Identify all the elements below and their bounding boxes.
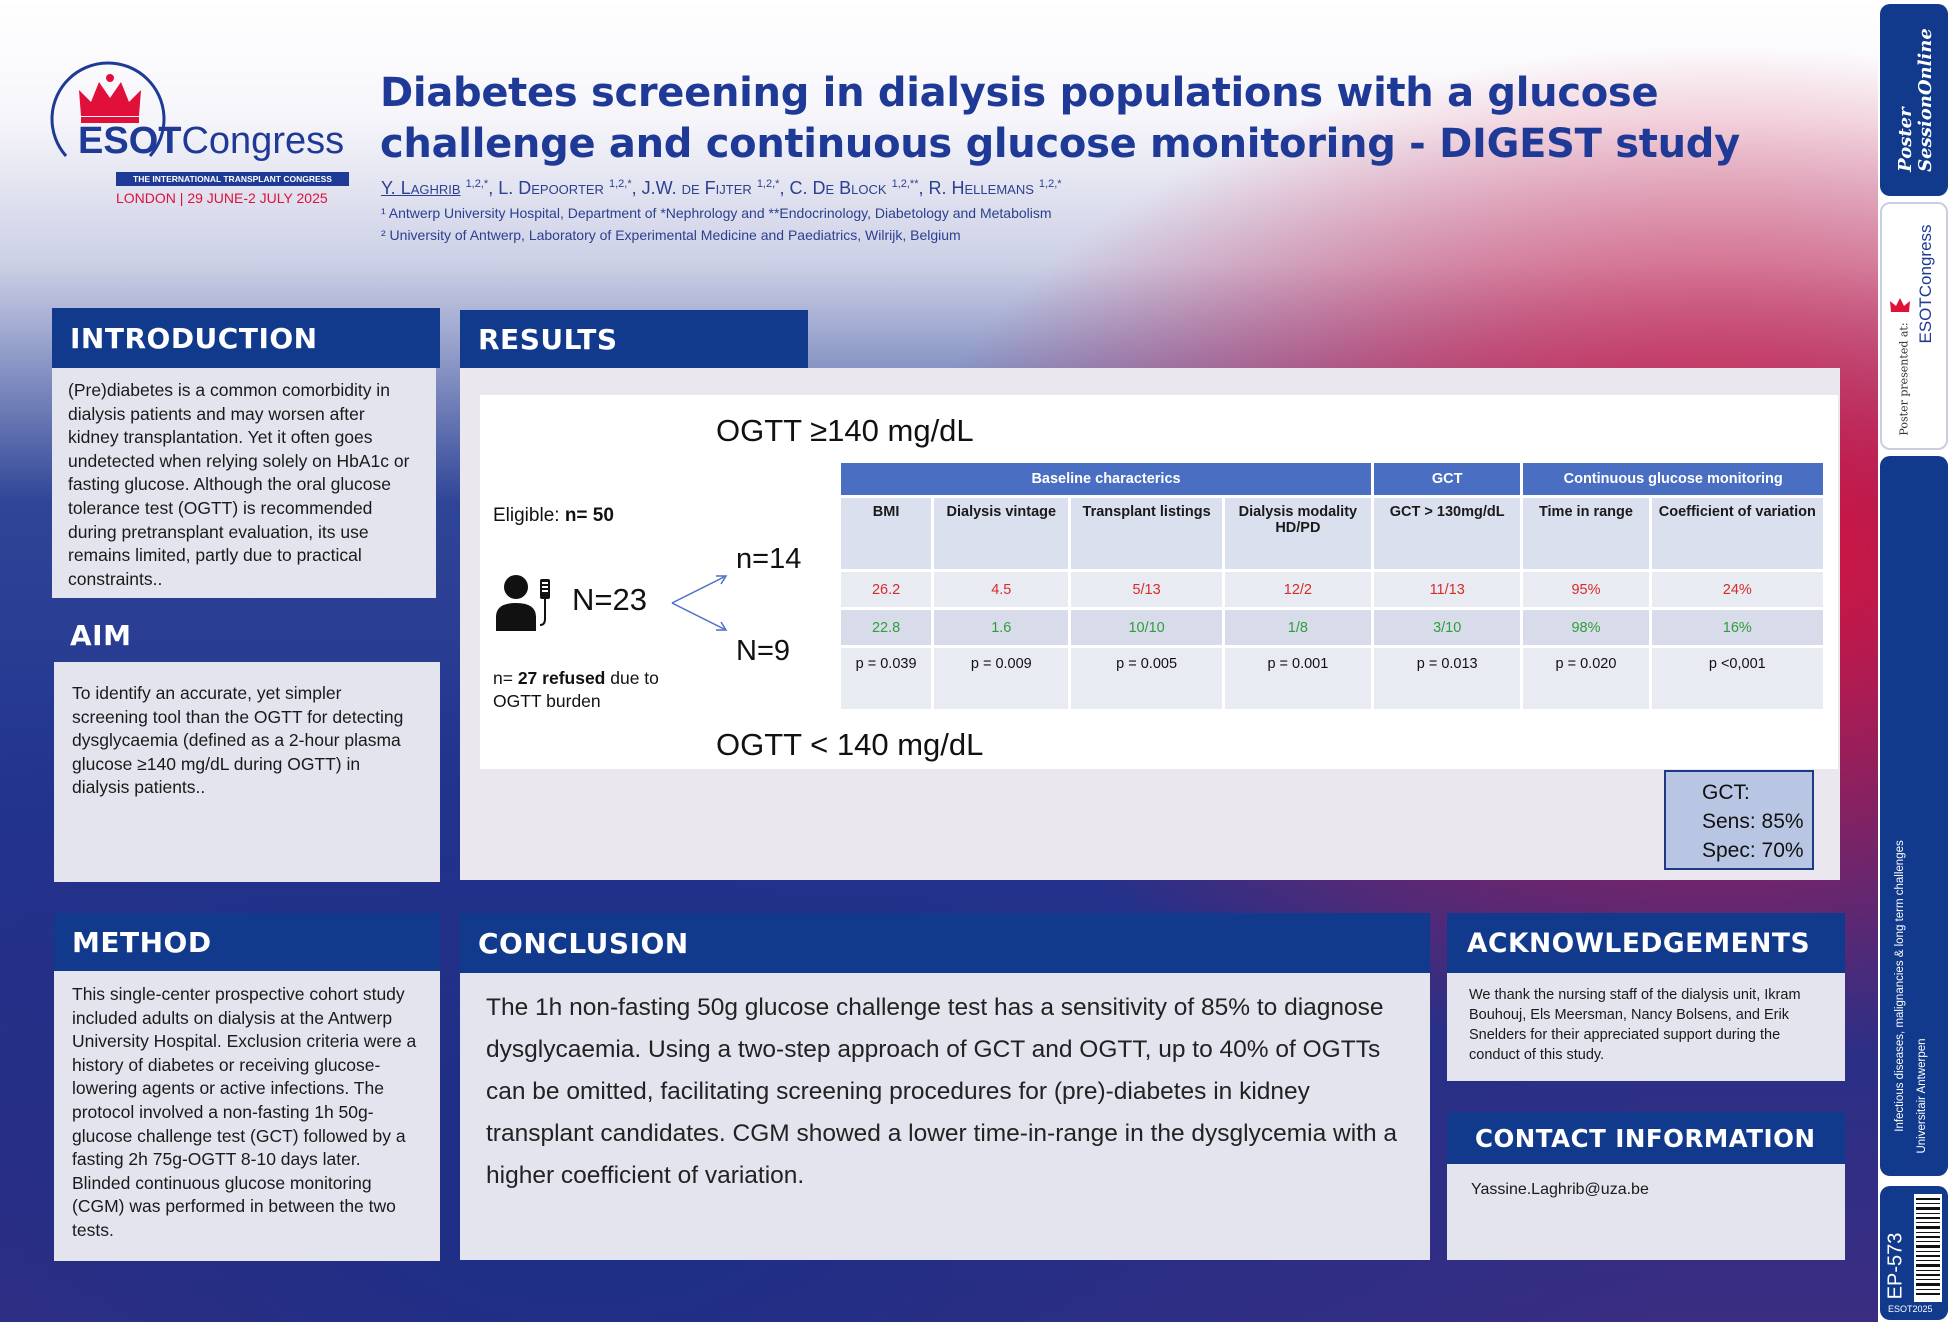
results-table: Baseline characterics GCT Continuous glu… (838, 460, 1826, 712)
table-cell: 26.2 (841, 572, 932, 607)
affiliation-1: ¹ Antwerp University Hospital, Departmen… (381, 205, 1052, 221)
poster-title: Diabetes screening in dialysis populatio… (380, 68, 1820, 170)
introduction-text: (Pre)diabetes is a common comorbidity in… (52, 368, 436, 598)
table-cell: p = 0.009 (934, 648, 1069, 709)
table-cell: 1.6 (934, 610, 1069, 645)
acknowledgements-text: We thank the nursing staff of the dialys… (1447, 973, 1845, 1081)
conclusion-text: The 1h non-fasting 50g glucose challenge… (460, 973, 1430, 1260)
n-total: N=23 (572, 582, 647, 617)
contact-email: Yassine.Laghrib@uza.be (1447, 1164, 1845, 1260)
column-header: Coefficient of variation (1651, 498, 1823, 569)
table-cell: 22.8 (841, 610, 932, 645)
event-label: ESOT2025 (1888, 1304, 1933, 1314)
table-cell: 95% (1523, 572, 1649, 607)
group-header-gct: GCT (1374, 463, 1521, 495)
title-line-1: Diabetes screening in dialysis populatio… (380, 70, 1659, 116)
table-cell: 4.5 (934, 572, 1069, 607)
column-header: GCT > 130mg/dL (1374, 498, 1521, 569)
crown-icon (79, 74, 141, 123)
author: J.W. de Fijter 1,2,* (641, 178, 780, 198)
logo-brand2: Congress (181, 120, 345, 162)
pso-line-2: SessionOnline (1915, 28, 1936, 172)
n-low: N=9 (736, 635, 791, 667)
logo-city: LONDON (116, 190, 176, 206)
strip-esot-label: ESOTCongress (1916, 224, 1935, 344)
aim-heading: AIM (70, 618, 132, 652)
acknowledgements-heading: ACKNOWLEDGEMENTS (1447, 913, 1845, 973)
branch-arrows-icon (671, 575, 728, 631)
ogtt-low-label: OGTT < 140 mg/dL (716, 727, 984, 762)
column-header: Transplant listings (1071, 498, 1222, 569)
column-header: Time in range (1523, 498, 1649, 569)
gct-specificity: Spec: 70% (1702, 839, 1804, 862)
crown-icon (1890, 298, 1910, 312)
column-header: BMI (841, 498, 932, 569)
presented-at-label: Poster presented at: (1897, 322, 1911, 436)
group-header-cgm: Continuous glucose monitoring (1523, 463, 1823, 495)
conclusion-heading: CONCLUSION (460, 913, 1430, 973)
ogtt-high-label: OGTT ≥140 mg/dL (716, 413, 974, 448)
author: L. Depoorter 1,2,* (498, 178, 632, 198)
author: Y. Laghrib 1,2,* (381, 178, 489, 198)
barcode-icon (1914, 1194, 1942, 1302)
title-line-2: challenge and continuous glucose monitor… (380, 121, 1740, 167)
table-cell: p = 0.020 (1523, 648, 1649, 709)
poster: ESOTCongress THE INTERNATIONAL TRANSPLAN… (48, 56, 1845, 1261)
table-cell: p <0,001 (1651, 648, 1823, 709)
column-header: Dialysis vintage (934, 498, 1069, 569)
logo-ring-icon (50, 61, 166, 157)
n-high: n=14 (736, 543, 802, 575)
table-cell: 12/2 (1224, 572, 1372, 607)
gct-performance-box: GCT: Sens: 85% Spec: 70% (1664, 770, 1814, 870)
aim-text: To identify an accurate, yet simpler scr… (54, 662, 440, 882)
presented-at-tab: Poster presented at: ESOTCongress (1880, 202, 1948, 450)
author: C. De Block 1,2,** (789, 178, 919, 198)
table-cell: p = 0.039 (841, 648, 932, 709)
institution-label: Universitair Antwerpen (1916, 1038, 1928, 1154)
logo-dates: 29 JUNE-2 JULY 2025 (187, 190, 328, 206)
poster-session-online-tab: Poster SessionOnline (1880, 4, 1948, 196)
table-cell: 16% (1651, 610, 1823, 645)
table-row-pvalues: p = 0.039 p = 0.009 p = 0.005 p = 0.001 … (841, 648, 1823, 709)
refused-note: n= 27 refused due to OGTT burden (493, 668, 659, 711)
pso-line-1: Poster (1895, 107, 1916, 172)
poster-code-tab: EP-573 ESOT2025 (1880, 1186, 1948, 1320)
method-heading: METHOD (54, 913, 440, 971)
patient-with-glucometer-icon (496, 575, 550, 631)
table-cell: 5/13 (1071, 572, 1222, 607)
table-row-dysglycaemia: 26.2 4.5 5/13 12/2 11/13 95% 24% (841, 572, 1823, 607)
gct-sensitivity: Sens: 85% (1702, 810, 1804, 833)
topic-tab: Infectious diseases, malignancies & long… (1880, 456, 1948, 1176)
table-cell: 10/10 (1071, 610, 1222, 645)
logo-brand: ESOT (78, 120, 182, 162)
table-cell: 1/8 (1224, 610, 1372, 645)
author: R. Hellemans 1,2,* (928, 178, 1062, 198)
table-cell: 24% (1651, 572, 1823, 607)
topic-label: Infectious diseases, malignancies & long… (1894, 840, 1906, 1132)
results-figure: OGTT ≥140 mg/dL OGTT < 140 mg/dL Eligibl… (480, 395, 1838, 769)
affiliation-2: ² University of Antwerp, Laboratory of E… (381, 227, 961, 243)
eligible-count: Eligible: n= 50 (493, 505, 614, 526)
poster-code: EP-573 (1884, 1232, 1907, 1300)
gct-box-title: GCT: (1702, 781, 1750, 804)
table-cell: p = 0.013 (1374, 648, 1521, 709)
table-cell: 3/10 (1374, 610, 1521, 645)
table-cell: p = 0.005 (1071, 648, 1222, 709)
contact-heading: CONTACT INFORMATION (1447, 1112, 1845, 1164)
results-heading: RESULTS (460, 310, 808, 368)
column-header: Dialysis modality HD/PD (1224, 498, 1372, 569)
introduction-heading: INTRODUCTION (52, 308, 440, 368)
group-header-baseline: Baseline characterics (841, 463, 1372, 495)
method-text: This single-center prospective cohort st… (54, 971, 440, 1261)
esot-congress-logo: ESOTCongress THE INTERNATIONAL TRANSPLAN… (48, 56, 353, 216)
table-row-normoglycaemia: 22.8 1.6 10/10 1/8 3/10 98% 16% (841, 610, 1823, 645)
author-list: Y. Laghrib 1,2,*, L. Depoorter 1,2,*, J.… (381, 178, 1062, 198)
table-cell: p = 0.001 (1224, 648, 1372, 709)
logo-tagline: THE INTERNATIONAL TRANSPLANT CONGRESS (116, 172, 349, 186)
table-cell: 98% (1523, 610, 1649, 645)
table-cell: 11/13 (1374, 572, 1521, 607)
